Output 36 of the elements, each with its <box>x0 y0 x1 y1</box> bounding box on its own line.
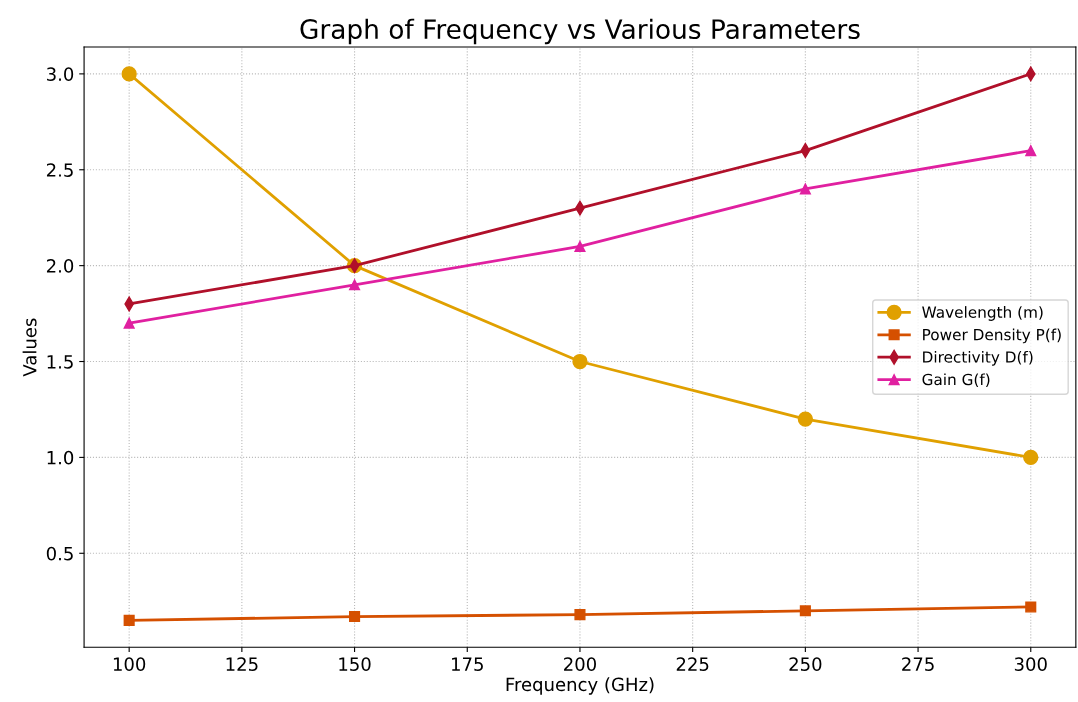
legend-label: Directivity D(f) <box>923 350 1033 366</box>
y-tick-label: 2.0 <box>46 259 74 273</box>
point <box>574 240 586 253</box>
point <box>572 353 588 370</box>
x-tick-label: 300 <box>1014 657 1047 671</box>
x-tick-label: 150 <box>339 657 371 671</box>
point <box>1023 449 1039 466</box>
y-tick-label: 1.0 <box>47 450 74 465</box>
point <box>349 611 361 623</box>
point <box>1025 601 1037 613</box>
chart-title: Graph of Frequency vs Various Parameters <box>300 18 860 45</box>
y-axis-title: Values <box>22 318 37 377</box>
y-tick-label: 0.5 <box>46 546 73 561</box>
point <box>123 614 135 626</box>
point <box>349 279 361 291</box>
y-tick-label: 3.0 <box>47 67 74 81</box>
y-tick-label: 2.5 <box>46 163 73 177</box>
y-tick-label: 1.5 <box>47 355 73 369</box>
legend-label: Gain G(f) <box>922 373 990 388</box>
x-tick-label: 175 <box>452 657 483 671</box>
point <box>799 605 811 617</box>
x-tick-label: 250 <box>789 657 822 671</box>
point <box>121 66 137 82</box>
point <box>574 609 586 621</box>
x-tick-label: 275 <box>902 657 934 671</box>
point <box>799 183 811 195</box>
point <box>797 411 814 427</box>
point <box>1025 145 1037 157</box>
x-tick-label: 225 <box>676 657 709 671</box>
x-tick-label: 200 <box>564 657 596 671</box>
point <box>123 317 135 329</box>
legend-label: Wavelength (m) <box>922 306 1043 321</box>
x-tick-label: 125 <box>226 657 258 671</box>
x-tick-label: 100 <box>113 657 146 671</box>
legend-label: Power Density P(f) <box>923 328 1061 344</box>
x-axis-title: Frequency (GHz) <box>506 677 654 695</box>
